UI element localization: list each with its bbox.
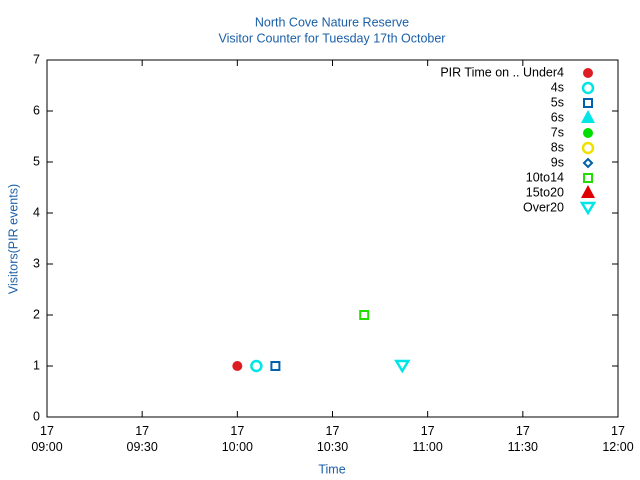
legend-marker xyxy=(583,173,593,183)
x-tick-label-line: 17 xyxy=(135,424,149,438)
x-axis-label: Time xyxy=(318,462,345,476)
point xyxy=(232,361,243,371)
legend-label: 7s xyxy=(551,125,564,139)
y-tick-label: 4 xyxy=(33,205,40,219)
point xyxy=(394,359,411,374)
legend-marker xyxy=(579,201,597,216)
point xyxy=(359,310,370,320)
x-tick-label-line: 17 xyxy=(611,424,625,438)
y-tick-label: 0 xyxy=(33,409,40,423)
legend-marker xyxy=(583,98,593,108)
x-tick-label-line: 17 xyxy=(230,424,244,438)
legend-label: 5s xyxy=(551,95,564,109)
x-tick-label-line: 11:30 xyxy=(508,440,538,454)
legend-marker xyxy=(581,141,595,155)
x-tick-label: 17 11:00 xyxy=(412,424,442,454)
legend-label: 6s xyxy=(551,110,564,124)
x-tick-label-line: 11:00 xyxy=(412,440,442,454)
point xyxy=(270,361,281,371)
chart-title: North Cove Nature Reserve xyxy=(255,15,409,29)
x-tick-label: 17 12:00 xyxy=(602,424,633,454)
legend-label: PIR Time on .. Under4 xyxy=(440,65,564,79)
chart-subtitle: Visitor Counter for Tuesday 17th October xyxy=(219,31,446,45)
x-tick-label-line: 09:30 xyxy=(127,440,158,454)
y-axis-label: Visitors(PIR events) xyxy=(6,184,20,294)
x-tick-label: 17 11:30 xyxy=(508,424,538,454)
x-tick-label-line: 17 xyxy=(326,424,340,438)
legend-label: Over20 xyxy=(523,200,564,214)
x-tick-label-line: 12:00 xyxy=(602,440,633,454)
y-tick-label: 3 xyxy=(33,256,40,270)
y-tick-label: 7 xyxy=(33,52,40,66)
point xyxy=(250,359,263,373)
x-tick-label-line: 09:00 xyxy=(31,440,62,454)
x-tick-label: 17 09:00 xyxy=(31,424,62,454)
legend-marker xyxy=(581,81,595,95)
x-tick-label-line: 10:30 xyxy=(317,440,348,454)
legend-label: 15to20 xyxy=(526,185,564,199)
x-tick-label: 17 10:30 xyxy=(317,424,348,454)
y-tick-label: 6 xyxy=(33,103,40,117)
y-tick-label: 1 xyxy=(33,358,40,372)
legend-label: 4s xyxy=(551,80,564,94)
x-tick-label: 17 09:30 xyxy=(127,424,158,454)
legend-label: 8s xyxy=(551,140,564,154)
legend-marker xyxy=(581,110,595,123)
y-tick-label: 2 xyxy=(33,307,40,321)
x-tick-label-line: 17 xyxy=(40,424,54,438)
x-tick-label-line: 17 xyxy=(516,424,530,438)
legend-marker xyxy=(583,128,593,138)
legend-marker xyxy=(583,68,593,78)
x-tick-label-line: 10:00 xyxy=(222,440,253,454)
legend-marker xyxy=(581,185,595,198)
x-tick-label-line: 17 xyxy=(421,424,435,438)
legend-label: 10to14 xyxy=(526,170,564,184)
legend-label: 9s xyxy=(551,155,564,169)
y-tick-label: 5 xyxy=(33,154,40,168)
legend-marker xyxy=(582,157,594,169)
x-tick-label: 17 10:00 xyxy=(222,424,253,454)
